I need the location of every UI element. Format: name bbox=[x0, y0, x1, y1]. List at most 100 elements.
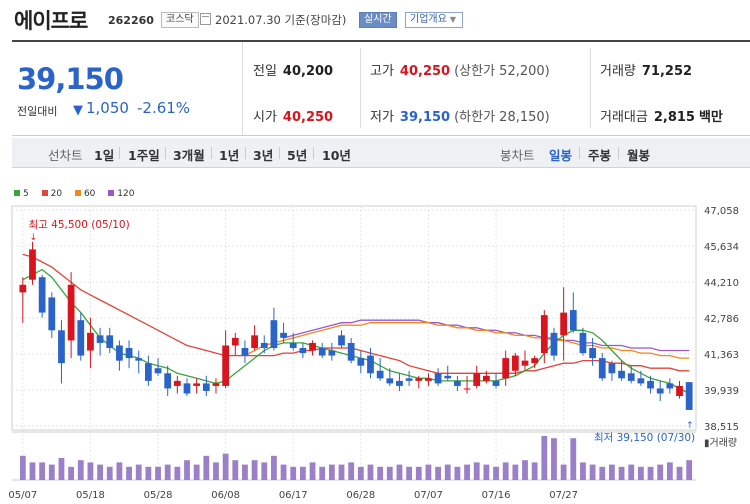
candle-body bbox=[280, 332, 287, 338]
candle-body bbox=[309, 342, 316, 351]
volume-bar bbox=[77, 460, 84, 480]
y-tick-label: 42,786 bbox=[704, 314, 739, 325]
toolbar-separator bbox=[579, 147, 580, 159]
legend-swatch bbox=[41, 190, 48, 196]
candle-body bbox=[338, 335, 345, 346]
candle-weekly[interactable]: 주봉 bbox=[588, 148, 612, 163]
candle-body bbox=[38, 277, 46, 313]
period-3y[interactable]: 3년 bbox=[253, 148, 274, 163]
realtime-button[interactable]: 실시간 bbox=[359, 12, 397, 28]
candle-body bbox=[550, 332, 558, 356]
volume-bar bbox=[377, 466, 384, 480]
x-tick-label: 07/16 bbox=[482, 490, 511, 501]
open-label: 시가 bbox=[253, 110, 277, 125]
volume-bar bbox=[29, 462, 36, 480]
candle-body bbox=[454, 380, 461, 386]
volume-bar bbox=[290, 466, 297, 480]
volume-bar bbox=[116, 462, 123, 480]
stock-header: 에이프로 262260 코스닥 2021.07.30 기준(장마감) 실시간 기… bbox=[0, 0, 750, 38]
y-tick-label: 39,939 bbox=[704, 386, 739, 397]
diff-percent: -2.61% bbox=[137, 99, 191, 117]
candle-body bbox=[396, 380, 403, 386]
candle-monthly[interactable]: 월봉 bbox=[627, 148, 651, 163]
divider bbox=[360, 48, 361, 128]
prev-close-label: 전일 bbox=[253, 64, 277, 79]
period-1d[interactable]: 1일 bbox=[94, 148, 115, 163]
volume-bar bbox=[19, 455, 26, 480]
high-stat: 고가 40,250 (상한가 52,200) bbox=[370, 60, 550, 79]
period-5y[interactable]: 5년 bbox=[287, 148, 308, 163]
volume-bar bbox=[58, 458, 65, 480]
volume-bar bbox=[251, 460, 258, 480]
price-summary: 39,150 전일대비 ▼ 1,050 -2.61% 전일 40,200 시가 40… bbox=[12, 40, 750, 136]
legend-ma20: 20 bbox=[41, 189, 62, 199]
candle-body bbox=[347, 342, 355, 361]
volume-bar bbox=[647, 466, 654, 480]
volume-bar bbox=[406, 466, 413, 480]
volume-bar bbox=[319, 466, 326, 480]
volume-bar bbox=[184, 460, 190, 480]
candle-body bbox=[87, 332, 94, 351]
candle-body bbox=[569, 310, 577, 331]
candle-body bbox=[647, 380, 654, 389]
x-tick-label: 05/18 bbox=[76, 490, 105, 501]
volume-bar bbox=[328, 464, 335, 480]
candle-body bbox=[328, 350, 336, 356]
trade-value: 2,815 bbox=[653, 110, 695, 125]
candle-body bbox=[666, 383, 674, 389]
candle-body bbox=[482, 375, 490, 381]
legend-ma120: 120 bbox=[108, 189, 134, 199]
y-tick-label: 38,515 bbox=[704, 422, 739, 433]
volume-bar bbox=[483, 464, 490, 480]
candle-body bbox=[357, 358, 365, 366]
volume-bar bbox=[473, 462, 480, 480]
volume-bar bbox=[106, 466, 113, 480]
volume-bar bbox=[599, 466, 606, 480]
high-value: 40,250 bbox=[399, 64, 451, 79]
candle-body bbox=[231, 337, 239, 346]
candle-body bbox=[685, 382, 693, 410]
legend-ma5-label: 5 bbox=[23, 189, 29, 199]
candle-daily[interactable]: 일봉 bbox=[549, 148, 573, 163]
period-1w[interactable]: 1주일 bbox=[128, 148, 160, 163]
volume-bar bbox=[261, 462, 268, 480]
candlestick-chart: 47,058 45,634 44,210 42,786 41,363 39,939 38,5… bbox=[8, 205, 739, 501]
candle-body bbox=[444, 375, 452, 379]
candle-body bbox=[405, 378, 413, 381]
x-tick-label: 06/08 bbox=[211, 490, 240, 501]
trade-value-label: 거래대금 bbox=[600, 110, 648, 125]
volume-bar bbox=[580, 462, 586, 480]
volume-bar bbox=[271, 455, 277, 480]
ma20-line bbox=[22, 253, 690, 374]
open-value: 40,250 bbox=[282, 110, 334, 125]
candle-body bbox=[260, 342, 268, 348]
candle-body bbox=[173, 380, 181, 386]
company-overview-dropdown[interactable]: 기업개요 ▼ bbox=[405, 12, 463, 28]
candle-body bbox=[511, 355, 519, 371]
trade-value-stat: 거래대금 2,815 백만 bbox=[600, 106, 723, 125]
legend-ma60: 60 bbox=[74, 189, 95, 199]
candle-body bbox=[19, 284, 27, 293]
period-1y[interactable]: 1년 bbox=[219, 148, 240, 163]
candle-body bbox=[222, 345, 230, 386]
ma5-line bbox=[22, 268, 690, 395]
upper-limit: (상한가 52,200) bbox=[454, 64, 550, 79]
candle-body bbox=[598, 358, 606, 379]
volume-bar bbox=[415, 466, 422, 480]
toolbar-separator bbox=[618, 147, 619, 159]
candle-body bbox=[676, 385, 683, 397]
legend-swatch bbox=[74, 190, 81, 196]
ma60-line bbox=[244, 322, 690, 359]
candle-body bbox=[521, 360, 529, 366]
period-3m[interactable]: 3개월 bbox=[173, 148, 205, 163]
volume-bar bbox=[686, 460, 693, 480]
legend-swatch bbox=[108, 190, 115, 196]
market-badge: 코스닥 bbox=[161, 12, 199, 28]
stock-name: 에이프로 bbox=[14, 9, 88, 33]
chart-legend: 5 20 60 120 bbox=[14, 189, 144, 199]
low-value: 39,150 bbox=[399, 110, 451, 125]
volume-bar bbox=[174, 466, 181, 480]
candle-body bbox=[656, 388, 664, 394]
volume-bar bbox=[280, 464, 287, 480]
period-10y[interactable]: 10년 bbox=[322, 148, 351, 163]
